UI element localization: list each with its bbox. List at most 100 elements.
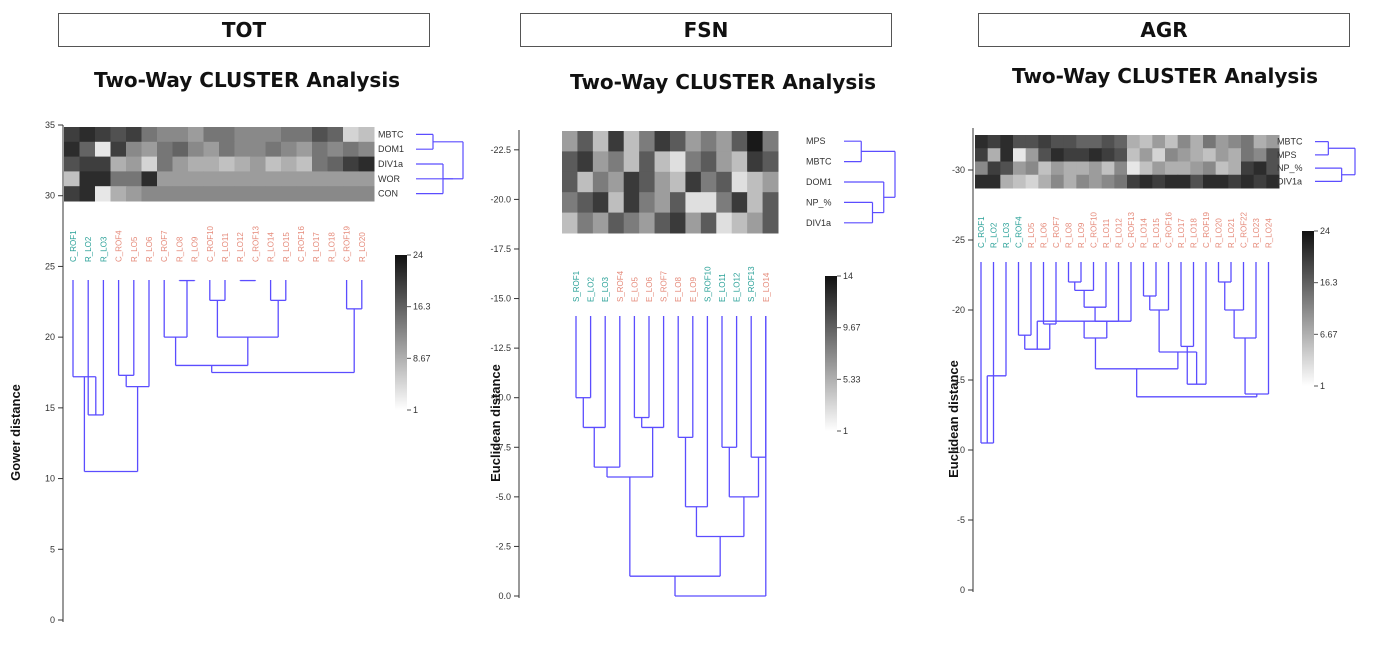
heatmap-cell xyxy=(1101,174,1115,189)
sample-label: R_LO17 xyxy=(1177,218,1186,248)
heatmap-cell xyxy=(265,127,282,143)
colorbar-tick-label: 5.33 xyxy=(843,374,861,384)
heatmap-cell xyxy=(1127,174,1141,189)
heatmap-cell xyxy=(110,186,127,202)
heatmap-cell xyxy=(157,186,173,202)
heatmap-cell xyxy=(700,151,717,173)
colorbar-tick-label: 1 xyxy=(843,426,848,436)
variable-label: DIV1a xyxy=(806,218,831,228)
y-tick-label: 0 xyxy=(960,585,965,595)
heatmap-cell xyxy=(1114,161,1128,176)
heatmap-cell xyxy=(141,171,158,187)
heatmap-cell xyxy=(654,192,671,214)
heatmap-cell xyxy=(358,156,375,172)
heatmap-cell xyxy=(64,141,80,158)
sample-label: C_ROF19 xyxy=(1202,211,1211,248)
heatmap-cell xyxy=(219,171,235,187)
sample-label: R_LO9 xyxy=(1077,222,1086,248)
y-tick-label: 10 xyxy=(45,474,55,484)
heatmap-cell xyxy=(265,141,282,158)
heatmap-cell xyxy=(1228,174,1242,189)
heatmap-cell xyxy=(1152,161,1166,176)
heatmap-cell xyxy=(141,141,158,158)
heatmap-cell xyxy=(1013,161,1027,176)
sample-label: R_LO20 xyxy=(1215,218,1224,248)
variable-label: MBTC xyxy=(378,129,404,139)
heatmap-cell xyxy=(1063,135,1077,149)
heatmap-cell xyxy=(172,186,189,202)
colorbar-tick-label: 6.67 xyxy=(1320,329,1338,339)
heatmap-cell xyxy=(608,212,625,234)
heatmap-cell xyxy=(79,156,96,172)
heatmap-cell xyxy=(562,212,578,234)
heatmap-cell xyxy=(762,151,779,173)
heatmap-cell xyxy=(296,171,313,187)
heatmap-cell xyxy=(281,186,297,202)
heatmap-cell xyxy=(975,161,989,176)
heatmap-cell xyxy=(1253,174,1267,189)
heatmap-cell xyxy=(1000,174,1014,189)
heatmap-cell xyxy=(343,186,359,202)
heatmap-cell xyxy=(1076,161,1090,176)
heatmap-cell xyxy=(654,131,671,152)
heatmap-cell xyxy=(716,171,733,193)
colorbar xyxy=(825,276,837,431)
variable-label: DOM1 xyxy=(806,177,832,187)
sample-label: R_LO23 xyxy=(1252,218,1261,248)
heatmap-cell xyxy=(1089,161,1103,176)
heatmap-cell xyxy=(126,127,142,143)
heatmap-cell xyxy=(731,151,748,173)
heatmap-cell xyxy=(1063,148,1077,162)
heatmap-cell xyxy=(700,212,717,234)
heatmap-cell xyxy=(296,127,313,143)
y-axis-title: Gower distance xyxy=(8,384,23,481)
heatmap-cell xyxy=(654,171,671,193)
heatmap-cell xyxy=(265,156,282,172)
y-axis-title: Euclidean distance xyxy=(946,360,961,478)
heatmap-cell xyxy=(327,186,344,202)
heatmap-cell xyxy=(203,186,220,202)
colorbar-tick-label: 24 xyxy=(413,250,423,260)
heatmap-cell xyxy=(1253,161,1267,176)
heatmap-cell xyxy=(1076,135,1090,149)
heatmap-cell xyxy=(110,156,127,172)
heatmap-cell xyxy=(592,192,609,214)
heatmap-cell xyxy=(577,171,594,193)
heatmap-cell xyxy=(296,156,313,172)
heatmap-cell xyxy=(343,127,359,143)
heatmap-cell xyxy=(1051,148,1065,162)
heatmap-cell xyxy=(343,171,359,187)
sample-label: R_LO17 xyxy=(312,232,321,262)
heatmap-cell xyxy=(1038,148,1052,162)
heatmap-cell xyxy=(1241,174,1255,189)
heatmap-cell xyxy=(1228,148,1242,162)
heatmap-cell xyxy=(1127,161,1141,176)
sample-label: E_LO11 xyxy=(718,273,727,302)
sample-label: C_ROF16 xyxy=(297,225,306,262)
sample-label: C_ROF16 xyxy=(1165,211,1174,248)
heatmap-cell xyxy=(1203,174,1217,189)
heatmap-cell xyxy=(157,127,173,143)
sample-label: R_LO11 xyxy=(1102,218,1111,248)
heatmap-cell xyxy=(327,171,344,187)
heatmap-cell xyxy=(1215,161,1229,176)
heatmap-cell xyxy=(623,171,640,193)
heatmap-cell xyxy=(747,151,764,173)
heatmap-cell xyxy=(654,212,671,234)
sample-label: S_ROF4 xyxy=(616,270,625,302)
panel-subtitle-fsn: Two-Way CLUSTER Analysis xyxy=(570,70,877,94)
heatmap-cell xyxy=(1228,161,1242,176)
heatmap-cell xyxy=(250,141,266,158)
heatmap-cell xyxy=(1013,135,1027,149)
heatmap-cell xyxy=(1063,174,1077,189)
heatmap-cell xyxy=(975,148,989,162)
heatmap-cell xyxy=(700,171,717,193)
sample-label: C_ROF13 xyxy=(251,225,260,262)
heatmap-cell xyxy=(110,127,127,143)
sample-label: C_ROF19 xyxy=(343,225,352,262)
heatmap-cell xyxy=(79,127,96,143)
heatmap-cell xyxy=(1051,161,1065,176)
colorbar-tick-label: 16.3 xyxy=(413,302,431,312)
heatmap-cell xyxy=(975,135,989,149)
colorbar xyxy=(395,255,407,410)
